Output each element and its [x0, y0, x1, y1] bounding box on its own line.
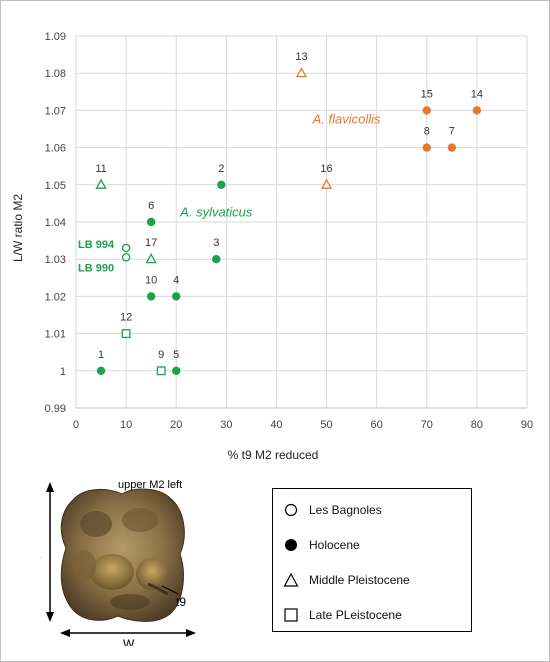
data-point: [422, 143, 431, 152]
filled-circle-icon: [285, 539, 297, 551]
data-point: [172, 366, 181, 375]
t9-label: t9: [176, 595, 186, 609]
x-tick-label: 90: [521, 419, 533, 431]
specimen-figure: upper M2 left L W t9: [34, 476, 215, 651]
data-label: 2: [218, 163, 224, 175]
t9-pointer: [161, 585, 179, 595]
y-tick-label: 1.03: [45, 254, 66, 266]
data-label: 4: [173, 274, 179, 286]
data-label: 17: [145, 237, 157, 249]
legend-label: Holocene: [309, 538, 360, 552]
data-label: 1: [98, 349, 104, 361]
width-label: W: [123, 637, 135, 646]
data-point: [212, 255, 221, 264]
open-triangle-icon: [283, 572, 299, 587]
open-square-icon: [284, 608, 298, 622]
data-label: 15: [421, 88, 433, 100]
y-axis-label: L/W ratio M2: [11, 194, 25, 262]
y-tick-label: 1.04: [45, 217, 66, 229]
data-label: 16: [320, 163, 332, 175]
data-point: [121, 329, 131, 339]
data-label: 10: [145, 274, 157, 286]
data-label: LB 994: [78, 239, 115, 251]
width-arrow: [60, 629, 196, 637]
y-tick-label: 1.09: [45, 31, 66, 43]
x-tick-label: 80: [471, 419, 483, 431]
y-tick-label: 1: [60, 366, 66, 378]
scatter-chart: 0 10 20 30 40 50 60 70 80 90 0.99 1 1.01 1.02 1.03 1.04…: [11, 31, 534, 462]
data-point: [320, 178, 333, 189]
x-tick-label: 30: [220, 419, 232, 431]
data-point: [146, 292, 156, 301]
data-point: [121, 243, 131, 253]
data-point: [472, 106, 482, 115]
legend-item-middle-pleistocene: Middle Pleistocene: [283, 571, 410, 589]
open-circle-icon: [284, 503, 298, 517]
y-tick-label: 1.02: [45, 291, 66, 303]
chart-annotations: A. flavicollis A. sylvaticus: [179, 111, 381, 219]
x-tick-label: 50: [320, 419, 332, 431]
data-label: 12: [120, 312, 132, 324]
x-tick-label: 60: [371, 419, 383, 431]
data-label: LB 990: [78, 262, 114, 274]
data-label: 5: [173, 349, 179, 361]
y-tick-label: 1.08: [45, 68, 66, 80]
data-point: [146, 217, 156, 227]
data-label: 9: [158, 349, 164, 361]
y-tick-label: 1.05: [45, 180, 66, 192]
x-tick-label: 70: [421, 419, 433, 431]
data-label: 14: [471, 88, 483, 100]
data-label: 11: [95, 163, 106, 175]
x-tick-label: 0: [73, 419, 79, 431]
length-label: L: [40, 547, 41, 561]
data-label: 8: [424, 126, 430, 138]
data-label: 3: [213, 237, 219, 249]
data-point: [95, 178, 107, 189]
species-annotation: A. flavicollis: [312, 111, 381, 126]
x-tick-label: 40: [270, 419, 282, 431]
y-tick-label: 1.07: [45, 105, 66, 117]
chart-axes: [75, 36, 527, 409]
y-tick-label: 1.06: [45, 143, 66, 155]
legend-label: Les Bagnoles: [309, 503, 382, 517]
legend-item-late-pleistocene: Late PLeistocene: [283, 606, 402, 624]
data-point: [172, 292, 181, 301]
legend-item-les-bagnoles: Les Bagnoles: [283, 501, 382, 519]
x-tick-label: 10: [120, 419, 132, 431]
y-tick-label: 1.01: [45, 329, 66, 341]
data-point: [422, 106, 431, 115]
specimen-caption: upper M2 left: [118, 479, 182, 491]
data-point: [145, 253, 157, 264]
data-point: [217, 180, 226, 189]
y-tick-label: 0.99: [45, 403, 66, 415]
data-label: 6: [148, 200, 154, 212]
data-label: 7: [449, 126, 455, 138]
chart-grid: [76, 35, 528, 408]
tick-labels: 0 10 20 30 40 50 60 70 80 90 0.99 1 1.01 1.02 1.03 1.04…: [45, 31, 534, 431]
data-point: [96, 366, 106, 375]
length-arrow: [46, 482, 54, 622]
legend-item-holocene: Holocene: [283, 536, 360, 554]
data-point: [295, 67, 308, 78]
legend: Les Bagnoles Holocene Middle Pleistocene…: [272, 488, 472, 632]
data-label: 13: [295, 51, 307, 63]
data-point: [121, 253, 131, 262]
molar-photo: [60, 488, 185, 622]
legend-label: Late PLeistocene: [309, 608, 402, 622]
x-tick-label: 20: [170, 419, 182, 431]
data-point: [156, 366, 166, 376]
species-annotation: A. sylvaticus: [179, 204, 253, 219]
legend-label: Middle Pleistocene: [309, 573, 410, 587]
x-axis-label: % t9 M2 reduced: [228, 448, 319, 462]
data-point: [447, 143, 457, 152]
